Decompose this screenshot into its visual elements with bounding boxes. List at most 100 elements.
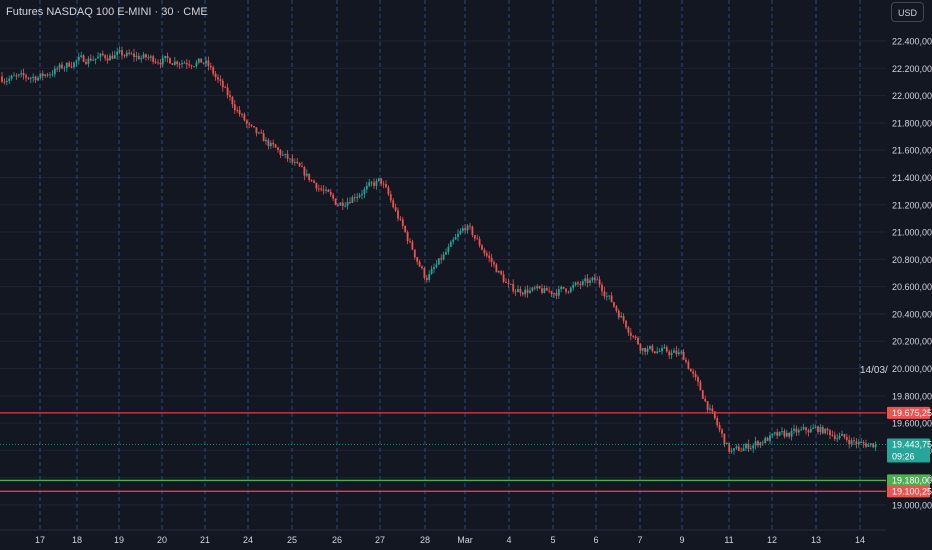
candle-body	[164, 55, 167, 59]
candle-body	[478, 239, 481, 246]
candle-body	[73, 62, 75, 68]
candle-body	[332, 194, 335, 199]
candle-body	[761, 442, 764, 444]
candle-body	[404, 225, 407, 232]
candle-body	[658, 351, 661, 353]
candle-body	[656, 351, 659, 354]
candle-body	[121, 50, 123, 56]
candle-body	[303, 167, 306, 176]
candle-body	[279, 149, 282, 155]
candle-body	[217, 77, 219, 80]
candle-body	[317, 188, 320, 190]
candle-body	[829, 430, 831, 436]
candle-body	[694, 373, 697, 378]
candle-body	[375, 181, 378, 186]
candle-body	[457, 233, 459, 238]
candle-body	[857, 442, 860, 444]
candle-body	[617, 310, 620, 318]
symbol-title[interactable]: Futures NASDAQ 100 E-MINI · 30 · CME	[6, 6, 208, 18]
candle-body	[625, 320, 627, 328]
candle-body	[531, 287, 534, 291]
time-axis[interactable]: 17 18 19 20 21 24 25 26 27 28 Mar 4 5 6 7 9 11 12 13 14	[0, 529, 886, 545]
candle-body	[685, 359, 687, 362]
candle-body	[368, 182, 371, 186]
candle-body	[452, 239, 455, 242]
candle-body	[224, 87, 227, 89]
candle-body	[111, 55, 114, 59]
currency-button[interactable]: USD	[891, 2, 924, 22]
candle-body	[185, 62, 188, 65]
candle-body	[788, 432, 791, 437]
candle-body	[692, 371, 695, 374]
candle-body	[841, 434, 843, 436]
candle-body	[490, 257, 493, 263]
candle-body	[615, 306, 618, 311]
candle-body	[745, 443, 747, 449]
candle-body	[771, 433, 774, 436]
candle-body	[382, 183, 385, 185]
candle-body	[541, 288, 543, 293]
candle-body	[157, 62, 159, 64]
candle-body	[435, 264, 438, 268]
candle-body	[8, 78, 11, 81]
candle-body	[94, 58, 97, 60]
candle-body	[149, 56, 152, 58]
candle-body	[445, 252, 447, 255]
candle-body	[281, 154, 284, 156]
candle-body	[152, 56, 155, 62]
resistance-price-tag-bg	[887, 406, 930, 419]
candle-body	[538, 286, 541, 289]
candle-body	[262, 133, 265, 142]
candle-body	[82, 55, 85, 62]
candle-body	[325, 189, 327, 191]
candle-body	[411, 241, 414, 250]
candle-body	[591, 277, 594, 281]
candle-body	[267, 139, 270, 147]
candle-body	[689, 368, 692, 372]
candle-body	[159, 62, 162, 65]
candle-body	[608, 295, 611, 297]
price-axis[interactable]: 22.400,00 22.200,00 22.000,00 21.800,00 21.6…	[886, 0, 932, 550]
candle-body	[651, 345, 654, 352]
candle-body	[867, 445, 870, 447]
candle-body	[865, 443, 867, 447]
candle-body	[301, 166, 303, 168]
candle-body	[128, 52, 131, 54]
candle-body	[850, 440, 853, 445]
candle-body	[577, 282, 579, 284]
candle-body	[298, 163, 301, 167]
candle-body	[176, 61, 179, 65]
candle-body	[171, 63, 174, 65]
horizontal-levels[interactable]	[0, 412, 886, 492]
candle-body	[781, 430, 783, 432]
candle-body	[514, 291, 517, 293]
candle-body	[526, 289, 529, 293]
candle-body	[497, 271, 500, 273]
candle-body	[442, 254, 445, 260]
candle-body	[697, 377, 699, 382]
candle-body	[248, 123, 251, 125]
candle-body	[845, 436, 848, 440]
candle-body	[370, 182, 373, 184]
candle-body	[75, 60, 78, 63]
candle-body	[272, 142, 275, 145]
candle-body	[670, 352, 673, 356]
candle-body	[118, 50, 121, 52]
candle-body	[505, 281, 507, 283]
candle-body	[44, 74, 47, 76]
candle-body	[596, 279, 599, 281]
candle-body	[826, 428, 829, 431]
candle-body	[524, 289, 527, 295]
candle-body	[245, 120, 248, 124]
candle-body	[53, 68, 56, 75]
x-tick-label: 24	[243, 535, 253, 545]
candle-body	[392, 200, 395, 208]
candle-body	[805, 427, 807, 431]
candle-body	[543, 288, 546, 293]
candle-body	[529, 290, 531, 293]
x-tick-label: 14	[855, 535, 865, 545]
candle-body	[77, 56, 80, 61]
candle-body	[838, 435, 841, 439]
candle-body	[51, 74, 54, 76]
